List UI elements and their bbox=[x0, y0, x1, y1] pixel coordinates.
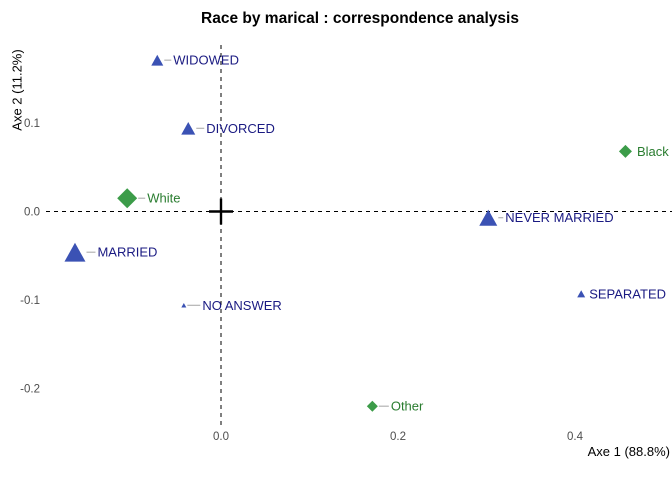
y-tick-label: 0.1 bbox=[24, 118, 40, 130]
y-tick-label: 0.0 bbox=[24, 207, 40, 219]
x-tick-label: 0.0 bbox=[213, 431, 229, 443]
point-label-divorced: DIVORCED bbox=[206, 121, 275, 136]
marker-triangle-divorced bbox=[181, 122, 196, 135]
y-tick-label: -0.1 bbox=[20, 295, 40, 307]
point-label-black: Black bbox=[637, 144, 669, 159]
point-label-other: Other bbox=[391, 399, 424, 414]
point-label-white: White bbox=[147, 191, 180, 206]
point-label-married: MARRIED bbox=[97, 245, 157, 260]
point-label-widowed: WIDOWED bbox=[173, 53, 239, 68]
marker-triangle-never-married bbox=[479, 209, 498, 226]
marker-triangle-separated bbox=[577, 290, 586, 298]
point-label-no-answer: NO ANSWER bbox=[202, 298, 281, 313]
marker-diamond-white bbox=[117, 188, 138, 209]
x-tick-label: 0.4 bbox=[567, 431, 584, 443]
marker-diamond-black bbox=[618, 144, 632, 158]
marker-diamond-other bbox=[366, 400, 378, 412]
x-tick-label: 0.2 bbox=[390, 431, 406, 443]
chart-title: Race by marical : correspondence analysi… bbox=[201, 10, 519, 27]
x-axis-title: Axe 1 (88.8%) bbox=[587, 444, 670, 459]
y-tick-label: -0.2 bbox=[20, 384, 40, 396]
marker-triangle-no-answer bbox=[181, 303, 187, 308]
point-label-never-married: NEVER MARRIED bbox=[505, 210, 613, 225]
marker-triangle-widowed bbox=[151, 54, 164, 66]
marker-triangle-married bbox=[64, 242, 86, 262]
point-label-separated: SEPARATED bbox=[589, 286, 666, 301]
